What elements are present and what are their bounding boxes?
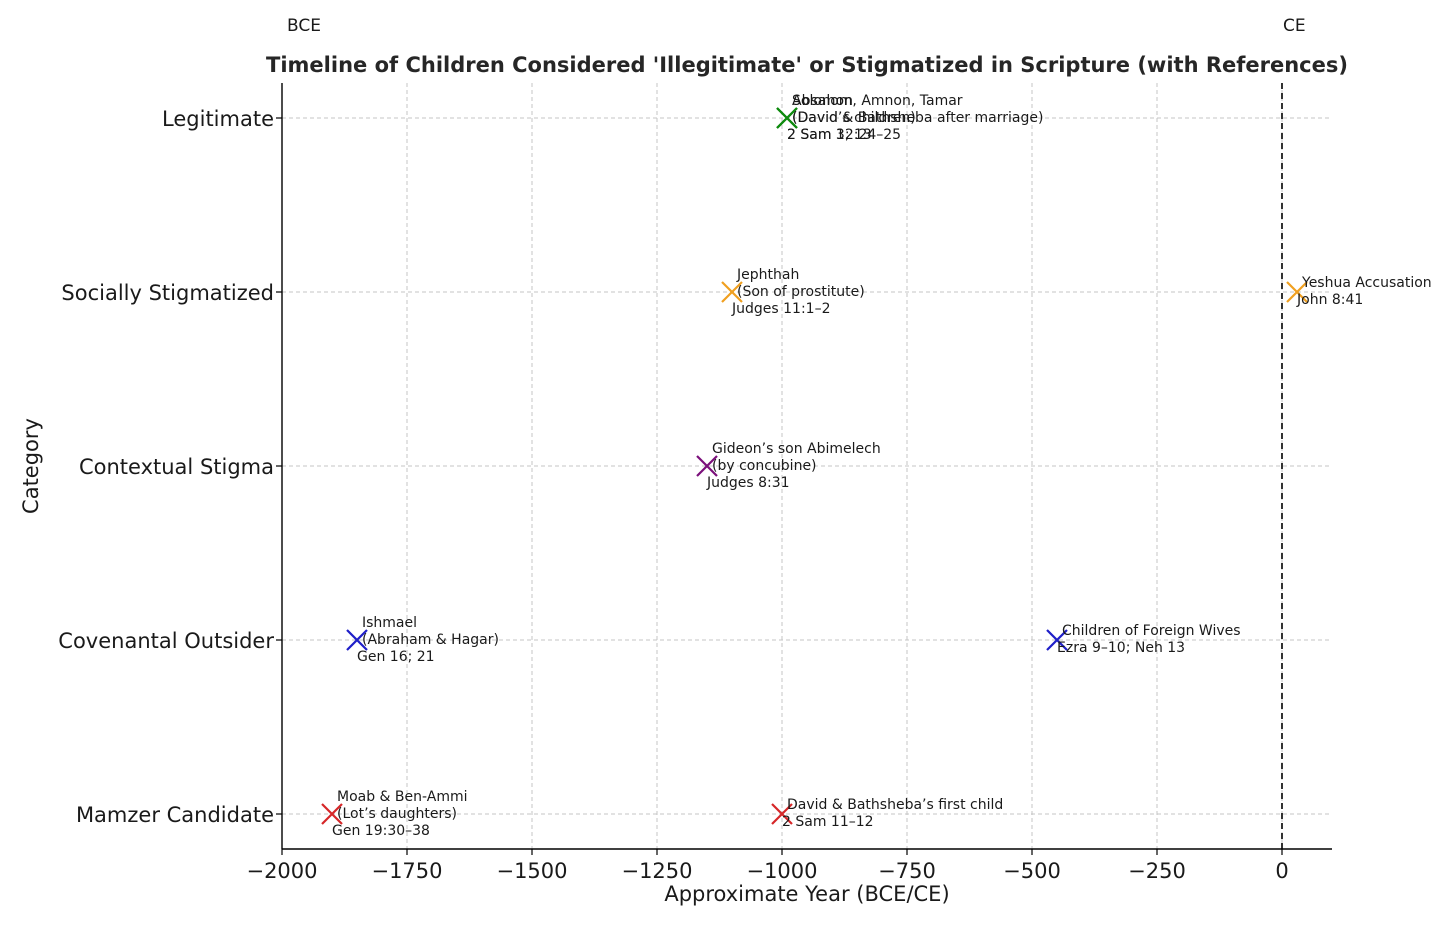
data-point: Absalom, Amnon, Tamar (David’s children)2… (776, 93, 963, 143)
x-marker (1286, 281, 1308, 303)
x-tick-label: −250 (1128, 859, 1186, 883)
point-label: Solomon (David & Bathsheba after marriage… (792, 93, 1043, 126)
point-reference: Judges 8:31 (706, 475, 790, 491)
data-points: Moab & Ben-Ammi (Lot’s daughters)Gen 19:3… (321, 93, 1432, 839)
ticks: −2000 −1750 −1500 −1250 −1000 −750 −500 −250 0 Ma… (58, 107, 1288, 883)
data-point: Gideon’s son Abimelech (by concubine)Judg… (696, 441, 881, 491)
category-label: Contextual Stigma (79, 455, 274, 479)
point-label: Absalom, Amnon, Tamar (David’s children) (792, 93, 963, 126)
category-label: Socially Stigmatized (61, 281, 274, 305)
point-label: Ishmael (Abraham & Hagar) (362, 615, 499, 648)
x-tick-label: −750 (878, 859, 936, 883)
x-tick-label: −500 (1003, 859, 1061, 883)
x-marker (321, 803, 343, 825)
x-marker (1046, 629, 1068, 651)
point-label: Jephthah (Son of prostitute) (736, 267, 865, 300)
point-label: Moab & Ben-Ammi (Lot’s daughters) (337, 789, 468, 822)
point-reference: 2 Sam 3; 13 (787, 127, 872, 143)
point-reference: Gen 19:30–38 (332, 823, 430, 839)
point-label: Children of Foreign Wives (1062, 623, 1241, 639)
x-marker (346, 629, 368, 651)
x-marker (721, 281, 743, 303)
category-label: Mamzer Candidate (76, 803, 274, 827)
x-tick-label: −1000 (746, 859, 817, 883)
point-reference: 2 Sam 12:24–25 (787, 127, 901, 143)
x-marker (776, 107, 798, 129)
point-reference: 2 Sam 11–12 (782, 814, 874, 830)
x-tick-label: −1500 (496, 859, 567, 883)
x-tick-label: −2000 (246, 859, 317, 883)
x-marker (696, 455, 718, 477)
x-marker (771, 803, 793, 825)
point-reference: Ezra 9–10; Neh 13 (1057, 640, 1185, 656)
chart-title: Timeline of Children Considered 'Illegit… (266, 53, 1348, 77)
grid-lines (281, 83, 1332, 849)
point-label: David & Bathsheba’s first child (787, 797, 1003, 813)
data-point: Solomon (David & Bathsheba after marriage… (776, 93, 1043, 143)
point-reference: Judges 11:1–2 (731, 301, 830, 317)
x-axis-title: Approximate Year (BCE/CE) (664, 882, 949, 906)
bce-label: BCE (287, 16, 321, 36)
data-point: Moab & Ben-Ammi (Lot’s daughters)Gen 19:3… (321, 789, 468, 839)
point-label: Gideon’s son Abimelech (by concubine) (712, 441, 881, 474)
y-axis-title: Category (19, 418, 43, 514)
data-point: Ishmael (Abraham & Hagar)Gen 16; 21 (346, 615, 499, 665)
x-tick-label: −1250 (621, 859, 692, 883)
data-point: Jephthah (Son of prostitute)Judges 11:1–2 (721, 267, 865, 317)
point-label: Yeshua Accusation (1301, 275, 1432, 291)
x-tick-label: 0 (1275, 859, 1288, 883)
ce-label: CE (1283, 16, 1306, 36)
x-tick-label: −1750 (371, 859, 442, 883)
category-label: Covenantal Outsider (58, 629, 274, 653)
point-reference: Gen 16; 21 (357, 649, 435, 665)
category-label: Legitimate (162, 107, 274, 131)
point-reference: John 8:41 (1296, 292, 1363, 308)
